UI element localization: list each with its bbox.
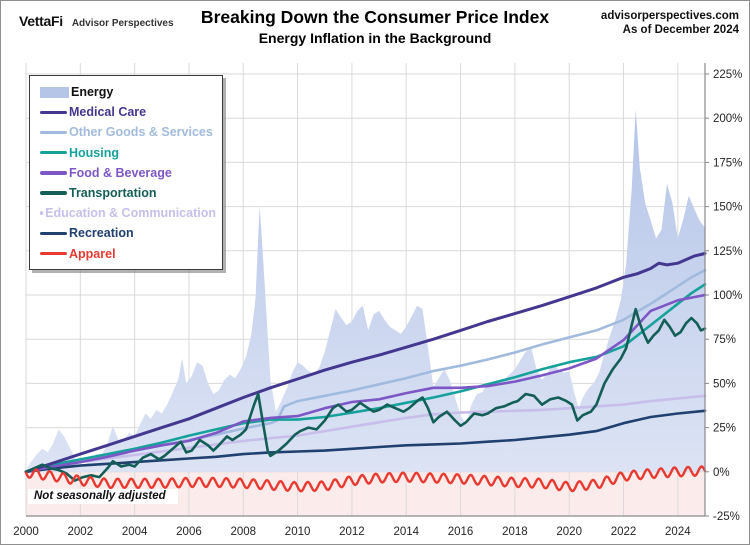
x-axis-label-2020: 2020 [556, 526, 582, 538]
energy-swatch [40, 86, 69, 98]
x-axis-label-2022: 2022 [611, 526, 637, 538]
x-axis-label-2006: 2006 [176, 526, 202, 538]
legend-item-food-beverage: Food & Beverage [40, 163, 216, 183]
y-axis-label-25: 25% [713, 423, 736, 435]
x-axis-label-2018: 2018 [502, 526, 528, 538]
page-title: Breaking Down the Consumer Price Index [200, 7, 550, 27]
x-axis-label-2000: 2000 [13, 526, 39, 538]
legend-item-medical-care: Medical Care [40, 102, 216, 122]
legend-item-apparel: Apparel [40, 244, 216, 264]
recreation-swatch [40, 231, 67, 236]
x-axis-label-2014: 2014 [393, 526, 419, 538]
x-axis-label-2024: 2024 [665, 526, 691, 538]
food-beverage-swatch [40, 171, 67, 175]
y-axis-label-150: 150% [713, 202, 742, 214]
education-communication-swatch [40, 211, 44, 215]
x-axis-label-2010: 2010 [285, 526, 311, 538]
y-axis-label-125: 125% [713, 246, 742, 258]
legend-label-apparel: Apparel [69, 246, 116, 261]
y-axis-label-50: 50% [713, 378, 736, 390]
energy-area [26, 109, 705, 472]
legend-item-recreation: Recreation [40, 223, 216, 243]
legend-label-recreation: Recreation [69, 226, 134, 241]
y-axis-label--25: -25% [713, 511, 740, 523]
legend-label-energy: Energy [71, 85, 114, 100]
y-axis-label-200: 200% [713, 113, 742, 125]
education-communication-line [24, 394, 707, 474]
header-left: VettaFi Advisor Perspectives [19, 13, 174, 29]
housing-swatch [40, 150, 67, 155]
legend-label-medical-care: Medical Care [69, 105, 147, 120]
note-not-seasonally-adjusted: Not seasonally adjusted [28, 489, 178, 504]
apparel-line [24, 465, 707, 493]
other-goods-services-swatch [40, 130, 67, 135]
medical-care-swatch [40, 110, 67, 115]
x-axis-label-2004: 2004 [122, 526, 148, 538]
legend-item-education-communication: Education & Communication [40, 203, 216, 223]
legend-label-food-beverage: Food & Beverage [69, 165, 172, 180]
header-right: advisorperspectives.com As of December 2… [601, 9, 739, 38]
legend-label-education-communication: Education & Communication [45, 206, 216, 221]
y-axis-label-225: 225% [713, 69, 742, 81]
legend-item-energy: Energy [40, 82, 216, 102]
legend-item-other-goods-services: Other Goods & Services [40, 122, 216, 142]
x-axis-label-2008: 2008 [230, 526, 256, 538]
logo-subtext: Advisor Perspectives [71, 18, 174, 29]
transportation-swatch [40, 191, 67, 195]
as-of-date: As of December 2024 [622, 24, 739, 37]
legend-label-housing: Housing [69, 145, 119, 160]
x-axis-label-2002: 2002 [68, 526, 94, 538]
x-axis-label-2016: 2016 [448, 526, 474, 538]
legend-item-transportation: Transportation [40, 183, 216, 203]
y-axis-label-0: 0% [713, 467, 730, 479]
housing-line [24, 283, 707, 474]
transportation-line [24, 307, 707, 482]
vettafi-logo: VettaFi [19, 13, 63, 29]
header-center: Breaking Down the Consumer Price Index E… [201, 7, 549, 46]
x-axis-label-2012: 2012 [339, 526, 365, 538]
legend-item-housing: Housing [40, 143, 216, 163]
medical-care-line [24, 252, 707, 474]
y-axis-label-175: 175% [713, 157, 742, 169]
page-subtitle: Energy Inflation in the Background [258, 30, 492, 46]
source-url: advisorperspectives.com [600, 10, 739, 22]
legend-label-other-goods-services: Other Goods & Services [69, 125, 213, 140]
legend-label-transportation: Transportation [69, 186, 157, 201]
y-axis-label-100: 100% [713, 290, 742, 302]
legend: Energy Medical Care Other Goods & Services… [29, 75, 223, 270]
y-axis-label-75: 75% [713, 334, 736, 346]
food-beverage-line [24, 293, 707, 474]
apparel-swatch [40, 251, 67, 256]
